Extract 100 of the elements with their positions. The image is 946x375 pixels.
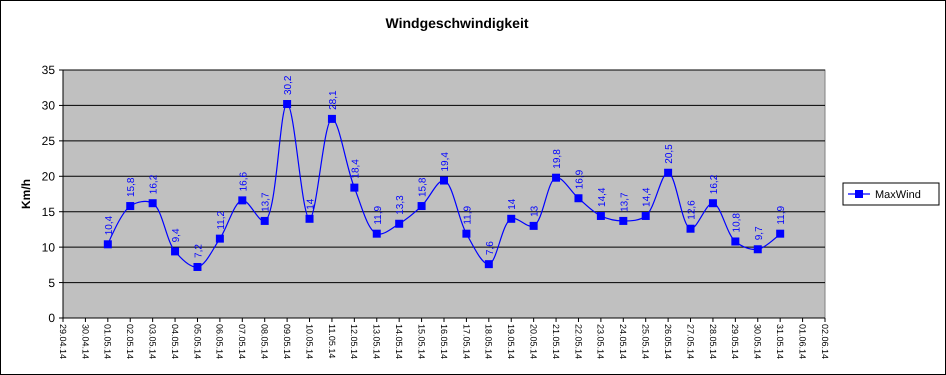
data-label: 13,3: [395, 194, 406, 215]
x-tick-label: 13.05.14: [372, 324, 382, 360]
x-tick-label: 10.05.14: [304, 324, 314, 360]
point: [708, 199, 717, 208]
data-label: 14: [507, 198, 518, 210]
x-tick-label: 21.05.14: [550, 324, 561, 360]
chart-title: Windgeschwindigkeit: [386, 15, 529, 31]
data-label: 11,9: [372, 206, 384, 225]
point: [642, 212, 650, 220]
point: [395, 220, 404, 228]
point: [686, 224, 695, 233]
point: [731, 237, 740, 246]
point: [440, 176, 448, 185]
data-label: 16,9: [574, 169, 586, 190]
y-tick-label: 15: [42, 204, 56, 219]
point: [484, 260, 493, 268]
x-tick-label: 29.04.14: [58, 324, 68, 360]
y-tick-label: 0: [48, 311, 56, 326]
x-tick-label: 24.05.14: [618, 324, 628, 360]
x-tick-label: 09.05.14: [282, 324, 292, 360]
data-label: 7,2: [193, 244, 204, 258]
data-label: 18,4: [350, 158, 362, 179]
y-tick-label: 20: [42, 169, 56, 184]
point: [306, 214, 314, 223]
x-tick-label: 30.05.14: [752, 324, 763, 360]
x-tick-label: 02.05.14: [125, 324, 136, 360]
data-label: 11,9: [776, 206, 788, 225]
data-label: 14,4: [596, 187, 608, 207]
data-label: 30,2: [283, 75, 294, 96]
x-tick-label: 08.05.14: [260, 324, 270, 360]
x-tick-label: 25.05.14: [640, 324, 651, 360]
point: [260, 216, 269, 225]
point: [776, 230, 784, 238]
data-label: 15,8: [126, 177, 138, 198]
x-tick-label: 01.05.14: [102, 324, 113, 360]
data-label: 13,7: [619, 192, 630, 212]
y-tick-label: 35: [42, 63, 56, 78]
data-label: 15,8: [418, 177, 429, 198]
x-tick-label: 11.05.14: [326, 324, 337, 358]
x-tick-label: 18.05.14: [484, 324, 494, 360]
x-tick-label: 16.05.14: [438, 324, 449, 360]
data-label: 9,4: [171, 228, 182, 242]
data-label: 14,4: [642, 187, 653, 207]
point: [328, 114, 336, 123]
x-tick-label: 28.05.14: [708, 324, 718, 360]
x-tick-label: 02.06.14: [820, 324, 830, 360]
data-label: 16,2: [708, 174, 720, 194]
x-tick-label: 20.05.14: [528, 324, 538, 360]
y-tick-label: 30: [42, 98, 56, 113]
point: [664, 168, 672, 177]
y-tick-label: 10: [42, 240, 56, 254]
point: [126, 202, 134, 210]
x-tick-label: 19.05.14: [506, 324, 516, 360]
y-tick-label: 5: [48, 276, 56, 290]
x-tick-label: 22.05.14: [573, 324, 584, 360]
x-tick-label: 29.05.14: [730, 324, 740, 360]
point: [530, 222, 538, 230]
data-label: 12,6: [686, 200, 698, 220]
data-label: 13: [530, 205, 541, 217]
x-tick-label: 15.05.14: [416, 324, 426, 360]
data-label: 19,4: [440, 152, 451, 172]
x-tick-label: 12.05.14: [349, 324, 360, 360]
x-tick-label: 06.05.14: [214, 324, 225, 360]
legend-label: MaxWind: [875, 188, 921, 201]
data-label: 10,4: [104, 215, 115, 236]
point: [372, 230, 381, 238]
data-label: 20,5: [664, 144, 676, 164]
point: [596, 212, 605, 220]
point: [574, 194, 582, 202]
x-tick-label: 03.05.14: [147, 324, 158, 360]
data-label: 7,6: [484, 240, 496, 256]
x-tick-label: 04.05.14: [170, 324, 180, 360]
data-label: 14: [306, 198, 317, 210]
point: [193, 262, 202, 271]
data-label: 16,2: [148, 174, 160, 194]
point: [238, 196, 246, 204]
x-tick-label: 01.06.14: [797, 324, 808, 360]
x-tick-label: 30.04.14: [80, 324, 90, 360]
x-tick-label: 07.05.14: [237, 324, 248, 360]
y-axis-title: Km/h: [19, 179, 33, 209]
point: [171, 247, 180, 256]
data-label: 19,8: [552, 148, 564, 169]
x-tick-label: 23.05.14: [596, 324, 606, 360]
x-tick-label: 27.05.14: [685, 324, 696, 360]
point: [507, 214, 516, 223]
point: [216, 234, 224, 243]
point: [283, 100, 292, 108]
point: [104, 240, 112, 248]
point: [148, 199, 157, 208]
point: [619, 216, 628, 225]
x-tick-label: 05.05.14: [192, 324, 202, 360]
point: [350, 184, 358, 192]
x-tick-label: 26.05.14: [662, 324, 673, 360]
point: [418, 202, 426, 210]
x-tick-label: 31.05.14: [775, 324, 786, 360]
data-label: 11,9: [462, 206, 474, 225]
point: [552, 174, 560, 182]
point: [462, 230, 470, 238]
point: [754, 245, 762, 254]
data-label: 28,1: [328, 90, 339, 110]
